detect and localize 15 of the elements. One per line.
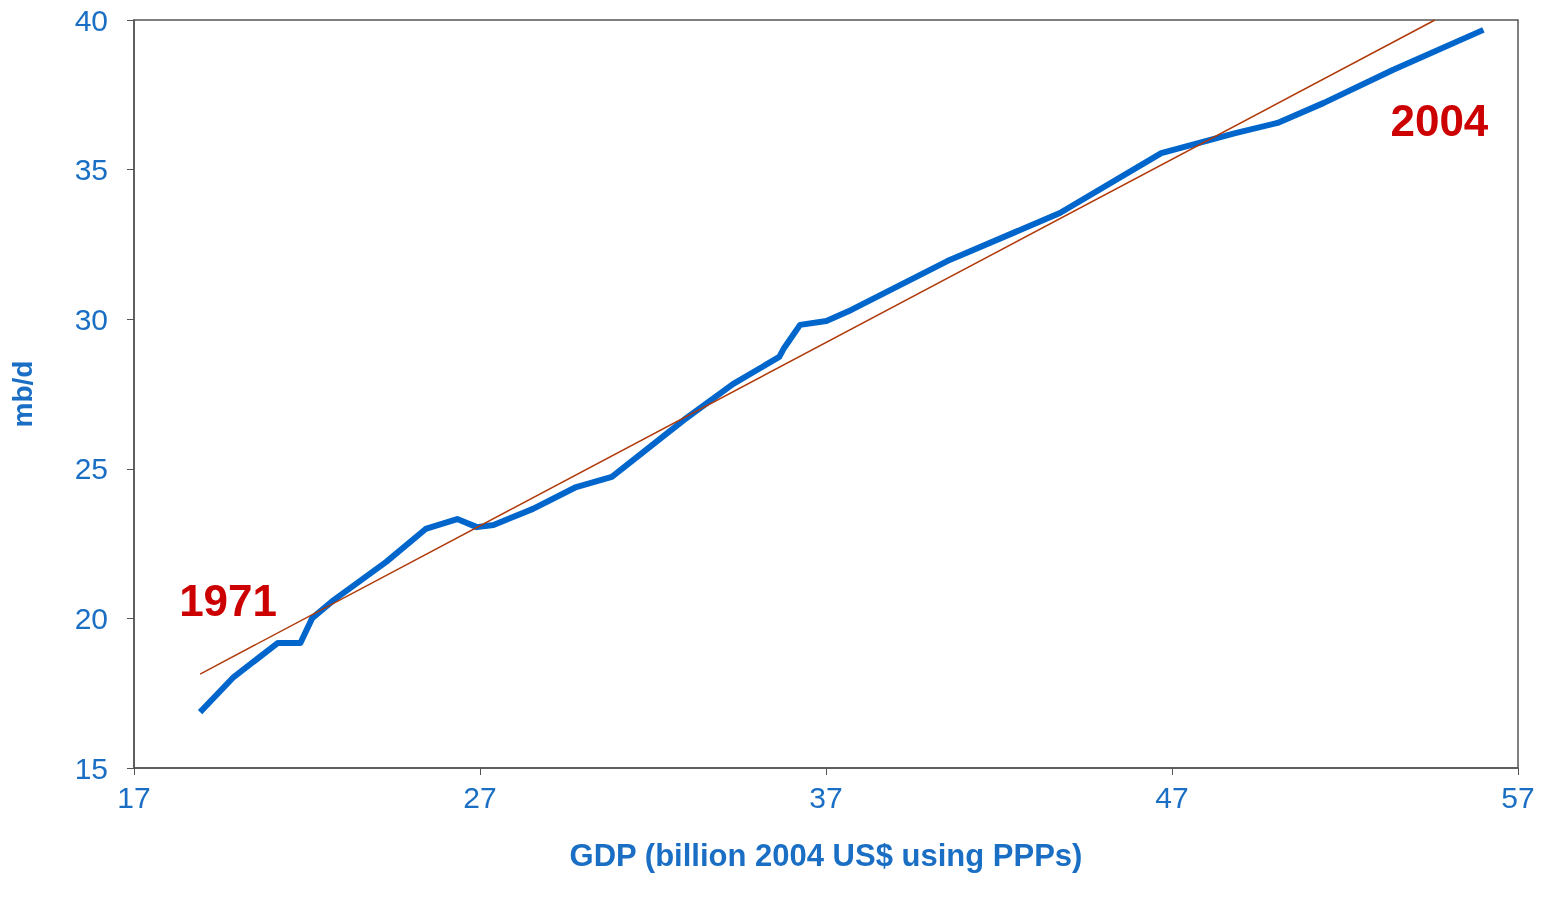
x-tick-label: 37	[809, 780, 843, 814]
x-tick-label: 17	[117, 780, 151, 814]
x-tick-label: 27	[463, 780, 497, 814]
y-axis-title: mb/d	[6, 360, 38, 428]
y-tick-label: 20	[74, 601, 108, 635]
y-tick-label: 35	[74, 153, 108, 187]
annotation: 2004	[1390, 96, 1489, 146]
x-tick-label: 47	[1155, 780, 1189, 814]
y-tick-label: 40	[74, 3, 108, 37]
x-tick-label: 57	[1501, 780, 1535, 814]
y-tick-label: 30	[74, 302, 108, 336]
x-axis-title: GDP (billion 2004 US$ using PPPs)	[569, 838, 1083, 873]
y-tick-label: 25	[74, 452, 108, 486]
y-tick-label: 15	[74, 751, 108, 785]
annotation: 1971	[179, 575, 278, 625]
